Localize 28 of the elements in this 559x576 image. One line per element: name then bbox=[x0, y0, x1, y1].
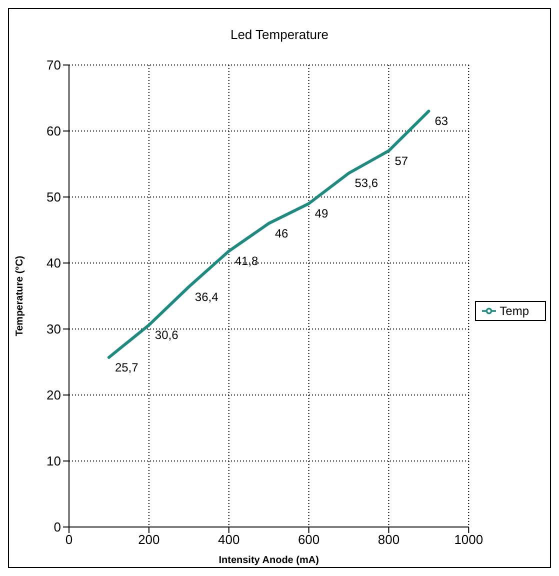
data-label: 41,8 bbox=[234, 254, 259, 268]
x-tick-label: 400 bbox=[218, 532, 240, 548]
y-tick-label: 40 bbox=[46, 256, 61, 271]
y-tick-label: 10 bbox=[46, 454, 61, 469]
y-tick-label: 70 bbox=[46, 58, 61, 73]
data-label: 46 bbox=[274, 226, 288, 240]
x-tick-label: 1000 bbox=[454, 532, 484, 548]
data-label: 53,6 bbox=[354, 176, 378, 190]
data-label: 57 bbox=[394, 154, 408, 168]
data-label: 63 bbox=[434, 114, 448, 128]
line-series bbox=[107, 110, 430, 359]
y-axis-title: Temperature (°C) bbox=[14, 256, 26, 336]
x-axis-title: Intensity Anode (mA) bbox=[218, 555, 319, 566]
y-tick-label: 0 bbox=[54, 520, 61, 535]
y-tick-label: 50 bbox=[46, 190, 61, 205]
y-tick-label: 30 bbox=[46, 322, 61, 337]
chart-title: Led Temperature bbox=[229, 27, 330, 44]
data-label: 25,7 bbox=[114, 360, 139, 374]
data-label: 49 bbox=[314, 206, 328, 221]
data-label: 36,4 bbox=[194, 290, 219, 304]
y-tick-label: 20 bbox=[46, 388, 61, 403]
y-tick-label: 60 bbox=[46, 124, 61, 139]
x-tick-label: 800 bbox=[378, 532, 400, 548]
x-tick-label: 200 bbox=[138, 532, 160, 548]
x-tick-label: 600 bbox=[298, 532, 320, 548]
x-tick-label: 0 bbox=[65, 532, 73, 548]
legend-label: Temp bbox=[500, 304, 529, 318]
data-label: 30,6 bbox=[154, 328, 179, 342]
